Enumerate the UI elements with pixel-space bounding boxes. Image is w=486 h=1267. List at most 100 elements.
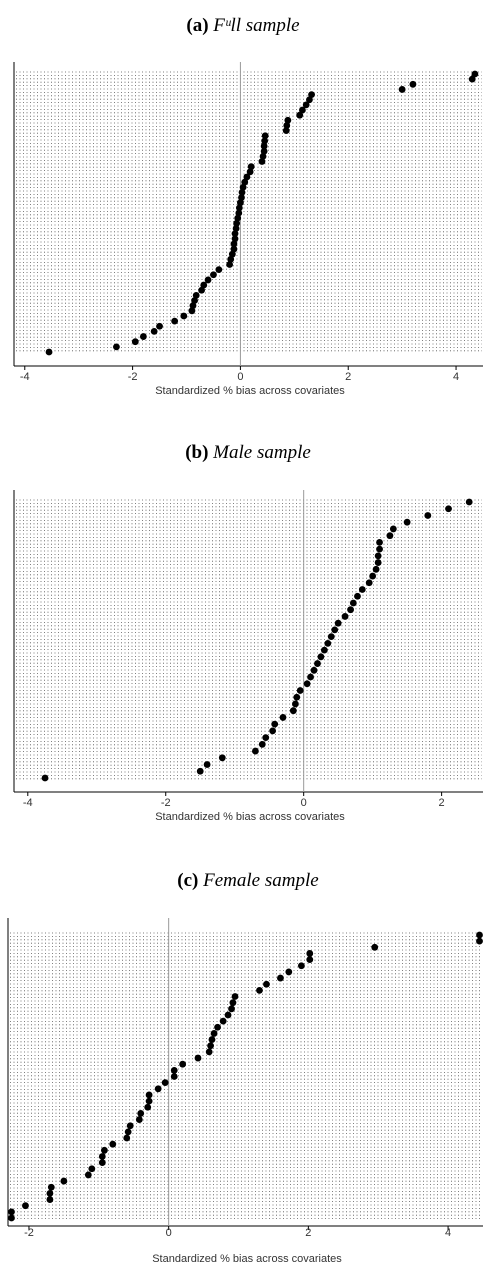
data-point <box>241 178 249 186</box>
data-point <box>306 950 314 957</box>
data-point <box>210 1030 218 1037</box>
data-point <box>296 687 304 694</box>
data-point <box>374 559 382 566</box>
panel-title: (a) Fᵘll sample <box>186 15 299 36</box>
data-point <box>302 101 310 109</box>
data-point <box>303 680 311 688</box>
data-point <box>179 1060 187 1068</box>
data-point <box>161 1079 169 1087</box>
data-point <box>231 993 239 1000</box>
data-point <box>376 545 383 553</box>
plot-area: -2 0 2 4 <box>7 918 483 1239</box>
data-point <box>228 250 236 258</box>
data-point <box>139 333 147 340</box>
data-point <box>233 219 241 227</box>
data-point <box>308 91 315 98</box>
data-point <box>156 322 163 330</box>
data-point <box>203 761 211 768</box>
data-point <box>372 565 380 573</box>
data-point <box>297 962 305 970</box>
data-point <box>292 700 299 708</box>
data-point <box>144 1103 152 1111</box>
data-point <box>374 552 382 560</box>
data-point <box>320 646 328 654</box>
data-point <box>215 266 223 274</box>
data-point <box>293 693 301 701</box>
data-point <box>131 338 139 346</box>
data-point <box>235 209 243 217</box>
data-point <box>239 183 247 191</box>
data-point <box>306 96 313 104</box>
data-point <box>285 968 293 976</box>
data-point <box>284 116 292 124</box>
data-point <box>135 1116 143 1123</box>
data-point <box>349 599 357 607</box>
data-point <box>258 740 266 748</box>
data-point <box>358 586 366 593</box>
data-point <box>299 106 306 114</box>
data-point <box>283 122 291 129</box>
data-point <box>41 774 49 782</box>
data-point <box>126 1122 134 1130</box>
data-point <box>226 261 234 268</box>
data-point <box>46 1189 54 1197</box>
x-tick-label: -4 <box>20 371 30 383</box>
data-point <box>260 142 268 150</box>
x-tick-label: -2 <box>128 371 138 383</box>
data-point <box>247 163 255 171</box>
data-point <box>445 505 452 513</box>
panel-full-sample: (a) Fᵘll sample -4 -2 0 2 4 Standardized % b… <box>13 15 483 397</box>
data-point <box>259 152 267 160</box>
data-point <box>277 974 284 982</box>
data-point <box>238 194 245 201</box>
data-point <box>465 498 473 506</box>
data-point <box>306 956 314 964</box>
data-point <box>100 1146 108 1154</box>
x-axis-label: Standardized % bias across covariates <box>152 1253 342 1265</box>
data-point <box>192 291 200 299</box>
x-tick-label: -2 <box>161 797 171 809</box>
data-point <box>154 1085 162 1093</box>
panel-name: Fᵘll sample <box>212 15 299 36</box>
data-point <box>354 592 361 600</box>
data-point <box>124 1128 132 1136</box>
data-point <box>389 525 397 533</box>
data-point <box>224 1011 232 1019</box>
data-point <box>468 75 476 83</box>
panel-male-sample: (b) Male sample -4 -2 0 2 Standardized % bi… <box>13 442 483 823</box>
data-point <box>47 1183 55 1191</box>
data-point <box>376 538 383 546</box>
data-point <box>204 276 212 284</box>
data-point <box>369 572 377 580</box>
data-point <box>218 754 226 762</box>
data-point <box>46 1196 54 1203</box>
data-point <box>261 132 269 140</box>
data-point <box>232 225 240 232</box>
data-point <box>246 168 254 176</box>
data-point <box>386 532 394 540</box>
data-point <box>150 328 158 335</box>
panel-title: (c) Female sample <box>177 870 318 891</box>
x-tick-label: 0 <box>301 797 307 809</box>
data-point <box>260 147 268 155</box>
data-point <box>22 1202 29 1210</box>
data-point <box>145 1097 153 1105</box>
data-point <box>324 639 332 647</box>
data-point <box>207 1042 214 1050</box>
x-tick-label: 2 <box>439 797 445 809</box>
data-point <box>279 714 287 721</box>
x-tick-label: 0 <box>237 371 243 383</box>
data-point <box>235 204 243 212</box>
data-point <box>263 980 270 988</box>
data-point <box>88 1165 96 1173</box>
data-point <box>208 1036 216 1043</box>
data-point <box>145 1091 153 1099</box>
x-axis-label: Standardized % bias across covariates <box>155 811 345 823</box>
data-point <box>230 240 238 248</box>
data-point <box>8 1208 15 1216</box>
data-point <box>424 512 432 519</box>
data-point <box>45 348 53 356</box>
data-point <box>314 660 321 667</box>
data-point <box>194 1054 202 1062</box>
data-point <box>84 1171 92 1179</box>
